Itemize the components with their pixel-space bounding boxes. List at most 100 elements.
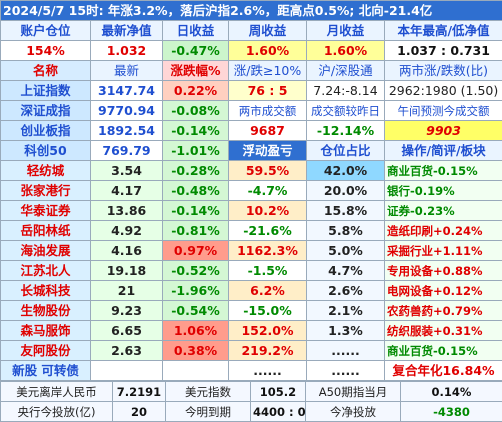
- cell: 电网设备+0.12%: [383, 280, 502, 301]
- cell: 日收益: [162, 20, 229, 41]
- cell: 周收益: [228, 20, 307, 41]
- cell: 1.032: [90, 40, 163, 61]
- cell: 1162.3%: [228, 240, 307, 261]
- cell: 0.38%: [162, 340, 229, 361]
- cell: 7.24:-8.14: [306, 80, 385, 101]
- title: 2024/5/7 15时: 年涨3.2%，落后沪指2.6%，距高点0.5%; 北…: [0, 0, 502, 21]
- cell: 9770.94: [90, 100, 163, 121]
- cell: 海油发展: [0, 240, 91, 261]
- cell: 2962:1980 (1.50): [383, 80, 502, 101]
- cell: -0.14%: [162, 200, 229, 221]
- cell: 42.0%: [306, 160, 385, 181]
- cell: 涨/跌≥10%: [228, 60, 307, 81]
- cell: 沪/深股通: [306, 60, 385, 81]
- cell: 152.0%: [228, 320, 307, 341]
- row: 华泰证券 13.86 -0.14% 10.2% 15.8% 证券-0.23%: [0, 200, 502, 221]
- cell: 美元离岸人民币: [0, 381, 113, 402]
- cell: 名称: [0, 60, 91, 81]
- cell: 专用设备+0.88%: [383, 260, 502, 281]
- cell: 月收益: [306, 20, 385, 41]
- cell: 9903: [383, 120, 502, 141]
- cell: 6.65: [90, 320, 163, 341]
- cell: 9687: [228, 120, 307, 141]
- cell: 采掘行业+1.11%: [383, 240, 502, 261]
- cell: 今净投放: [305, 401, 401, 422]
- cell: 创业板指: [0, 120, 91, 141]
- cell: -0.52%: [162, 260, 229, 281]
- cell: 10.2%: [228, 200, 307, 221]
- cell: 0.97%: [162, 240, 229, 261]
- cell: 今明到期: [165, 401, 251, 422]
- row: 名称 最新 涨跌幅% 涨/跌≥10% 沪/深股通 两市涨/跌数(比): [0, 60, 502, 81]
- cell: 账户仓位: [0, 20, 91, 41]
- cell: 7.2191: [112, 381, 166, 402]
- cell: 商业百货-0.15%: [383, 160, 502, 181]
- cell: 1.60%: [228, 40, 307, 61]
- cell: 生物股份: [0, 300, 91, 321]
- cell: 1.3%: [306, 320, 385, 341]
- cell: 森马服饰: [0, 320, 91, 341]
- cell: ......: [306, 340, 385, 361]
- cell: 仓位占比: [306, 140, 385, 161]
- cell: -12.14%: [306, 120, 385, 141]
- cell: 新股 可转债: [0, 360, 91, 381]
- row: 生物股份 9.23 -0.54% -15.0% 2.1% 农药兽药+0.79%: [0, 300, 502, 321]
- cell: 0.14%: [400, 381, 502, 402]
- cell: A50期指当月: [305, 381, 401, 402]
- cell: 复合年化16.84%: [383, 360, 502, 381]
- cell: 105.2: [250, 381, 306, 402]
- cell: 13.86: [90, 200, 163, 221]
- cell: 5.0%: [306, 240, 385, 261]
- row: 科创50 769.79 -1.01% 浮动盈亏 仓位占比 操作/简评/板块: [0, 140, 502, 161]
- row: 森马服饰 6.65 1.06% 152.0% 1.3% 纺织服装+0.31%: [0, 320, 502, 341]
- cell: ......: [306, 360, 385, 381]
- cell: 3147.74: [90, 80, 163, 101]
- cell: -0.54%: [162, 300, 229, 321]
- row: 长城科技 21 -1.96% 6.2% 2.6% 电网设备+0.12%: [0, 280, 502, 301]
- row: 上证指数 3147.74 0.22% 76 : 5 7.24:-8.14 2962:198…: [0, 80, 502, 101]
- cell: -0.47%: [162, 40, 229, 61]
- cell: 3.54: [90, 160, 163, 181]
- cell: [162, 360, 229, 381]
- cell: [90, 360, 163, 381]
- cell: 轻纺城: [0, 160, 91, 181]
- cell: 科创50: [0, 140, 91, 161]
- cell: 21: [90, 280, 163, 301]
- cell: -1.96%: [162, 280, 229, 301]
- cell: -0.28%: [162, 160, 229, 181]
- row: 深证成指 9770.94 -0.08% 两市成交额 成交额较昨日 午间预测今成交额: [0, 100, 502, 121]
- row: 账户仓位 最新净值 日收益 周收益 月收益 本年最高/低净值: [0, 20, 502, 41]
- cell: -0.08%: [162, 100, 229, 121]
- cell: 1.60%: [306, 40, 385, 61]
- cell: 76 : 5: [228, 80, 307, 101]
- cell: 华泰证券: [0, 200, 91, 221]
- title-row: 2024/5/7 15时: 年涨3.2%，落后沪指2.6%，距高点0.5%; 北…: [0, 0, 502, 21]
- cell: 最新: [90, 60, 163, 81]
- cell: 4.7%: [306, 260, 385, 281]
- cell: 成交额较昨日: [306, 100, 385, 121]
- cell: 张家港行: [0, 180, 91, 201]
- cell: 2.63: [90, 340, 163, 361]
- cell: 午间预测今成交额: [383, 100, 502, 121]
- cell: 央行今投放(亿): [0, 401, 113, 422]
- cell: -1.01%: [162, 140, 229, 161]
- cell: 0.22%: [162, 80, 229, 101]
- cell: 造纸印刷+0.24%: [383, 220, 502, 241]
- row: 张家港行 4.17 -0.48% -4.7% 20.0% 银行-0.19%: [0, 180, 502, 201]
- cell: -21.6%: [228, 220, 307, 241]
- cell: 上证指数: [0, 80, 91, 101]
- row: 轻纺城 3.54 -0.28% 59.5% 42.0% 商业百货-0.15%: [0, 160, 502, 181]
- cell: 纺织服装+0.31%: [383, 320, 502, 341]
- cell: 2.1%: [306, 300, 385, 321]
- main-table: 2024/5/7 15时: 年涨3.2%，落后沪指2.6%，距高点0.5%; 北…: [0, 0, 502, 381]
- cell: 最新净值: [90, 20, 163, 41]
- row: 美元离岸人民币 7.2191 美元指数 105.2 A50期指当月 0.14%: [0, 381, 502, 402]
- cell: 岳阳林纸: [0, 220, 91, 241]
- cell: 59.5%: [228, 160, 307, 181]
- row: 海油发展 4.16 0.97% 1162.3% 5.0% 采掘行业+1.11%: [0, 240, 502, 261]
- row: 岳阳林纸 4.92 -0.81% -21.6% 5.8% 造纸印刷+0.24%: [0, 220, 502, 241]
- cell: 1.037 : 0.731: [383, 40, 502, 61]
- cell: 本年最高/低净值: [383, 20, 502, 41]
- cell: 美元指数: [165, 381, 251, 402]
- cell: 20.0%: [306, 180, 385, 201]
